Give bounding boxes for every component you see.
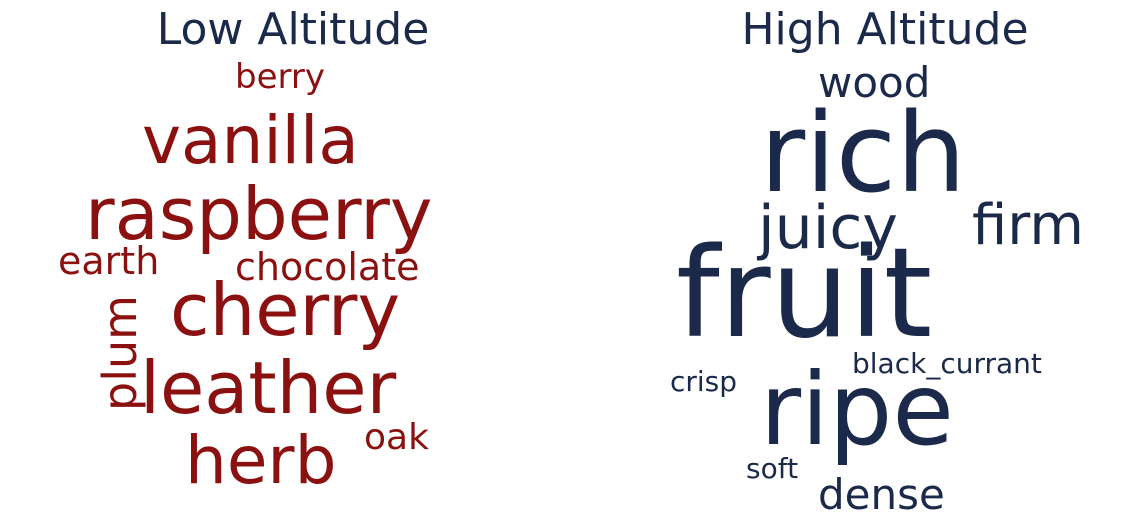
word-rich: rich [760, 89, 966, 217]
high-altitude-title: High Altitude [741, 4, 1029, 55]
word-vanilla: vanilla [142, 102, 359, 179]
word-soft: soft [746, 452, 799, 485]
word-wood: wood [818, 58, 931, 107]
word-crisp: crisp [670, 365, 738, 398]
low-altitude-title: Low Altitude [156, 4, 430, 55]
word-juicy: juicy [758, 193, 898, 263]
word-raspberry: raspberry [85, 172, 433, 256]
word-dense: dense [818, 470, 945, 519]
word-oak: oak [364, 417, 429, 458]
low-altitude-word-cloud: berry vanilla raspberry earth chocolate … [0, 0, 573, 523]
word-plum: plum [92, 295, 147, 411]
word-cherry: cherry [170, 268, 401, 352]
word-herb: herb [185, 422, 337, 499]
word-black-currant: black_currant [852, 347, 1042, 380]
word-leather: leather [140, 346, 397, 430]
word-ripe: ripe [760, 351, 954, 468]
word-fruit: fruit [676, 222, 933, 366]
word-firm: firm [972, 193, 1084, 258]
word-berry: berry [235, 57, 325, 97]
word-chocolate: chocolate [235, 245, 420, 289]
high-altitude-word-cloud: wood rich juicy firm fruit black_currant… [574, 0, 1147, 523]
word-earth: earth [58, 239, 160, 283]
